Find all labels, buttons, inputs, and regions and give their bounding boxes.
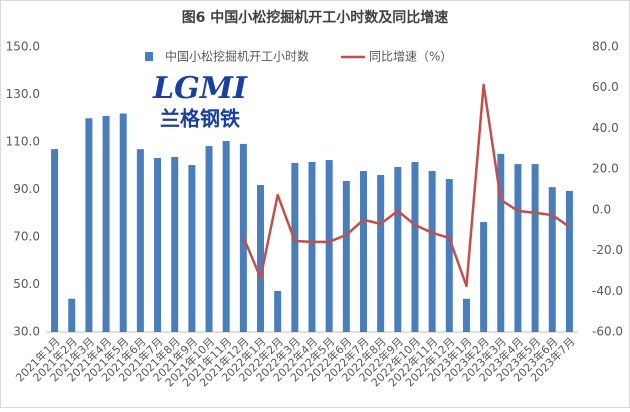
y2-tick-label: 60.0 bbox=[592, 80, 619, 94]
watermark-logo: LGMI bbox=[152, 71, 248, 106]
bar bbox=[531, 164, 539, 332]
bar bbox=[394, 166, 402, 332]
bar bbox=[154, 157, 162, 332]
bar bbox=[171, 156, 179, 332]
bar bbox=[205, 146, 213, 332]
bar bbox=[445, 179, 453, 332]
bar bbox=[222, 141, 230, 332]
y2-tick-label: -40.0 bbox=[592, 284, 623, 298]
bar bbox=[428, 170, 436, 332]
bar bbox=[291, 162, 299, 332]
y-tick-label: 90.0 bbox=[13, 182, 40, 196]
y2-tick-label: -60.0 bbox=[592, 325, 623, 339]
y-tick-label: 130.0 bbox=[6, 87, 40, 101]
bar bbox=[377, 175, 385, 332]
y-tick-label: 30.0 bbox=[13, 325, 40, 339]
bar bbox=[68, 298, 76, 332]
bar bbox=[497, 153, 505, 332]
bar bbox=[274, 290, 282, 332]
legend-label: 中国小松挖掘机开工小时数 bbox=[165, 49, 309, 64]
bar bbox=[136, 149, 144, 332]
bar bbox=[462, 298, 470, 332]
bar bbox=[359, 170, 367, 332]
bar bbox=[257, 184, 265, 332]
bar bbox=[480, 222, 488, 332]
legend-swatch bbox=[145, 52, 153, 61]
bar bbox=[308, 161, 316, 332]
bar bbox=[342, 180, 350, 332]
bar bbox=[325, 160, 333, 332]
y-tick-label: 50.0 bbox=[13, 277, 40, 291]
watermark-text: 兰格钢铁 bbox=[160, 107, 240, 131]
y-tick-label: 150.0 bbox=[6, 40, 40, 54]
bar bbox=[85, 118, 93, 332]
bar bbox=[188, 165, 196, 332]
y-tick-label: 110.0 bbox=[6, 135, 40, 149]
legend-label: 同比增速（%） bbox=[369, 50, 452, 64]
chart-title: 图6 中国小松挖掘机开工小时数及同比增速 bbox=[182, 9, 449, 26]
bar bbox=[51, 149, 59, 332]
y2-tick-label: -20.0 bbox=[592, 243, 623, 257]
y2-tick-label: 80.0 bbox=[592, 40, 619, 54]
bar bbox=[119, 113, 127, 332]
bar bbox=[411, 161, 419, 332]
y2-tick-label: 0.0 bbox=[592, 202, 611, 216]
bar bbox=[548, 187, 556, 332]
bar bbox=[565, 190, 573, 332]
y2-tick-label: 20.0 bbox=[592, 162, 619, 176]
bar bbox=[102, 115, 110, 332]
y2-tick-label: 40.0 bbox=[592, 121, 619, 135]
bar bbox=[514, 164, 522, 332]
y-tick-label: 70.0 bbox=[13, 230, 40, 244]
line bbox=[242, 83, 571, 288]
